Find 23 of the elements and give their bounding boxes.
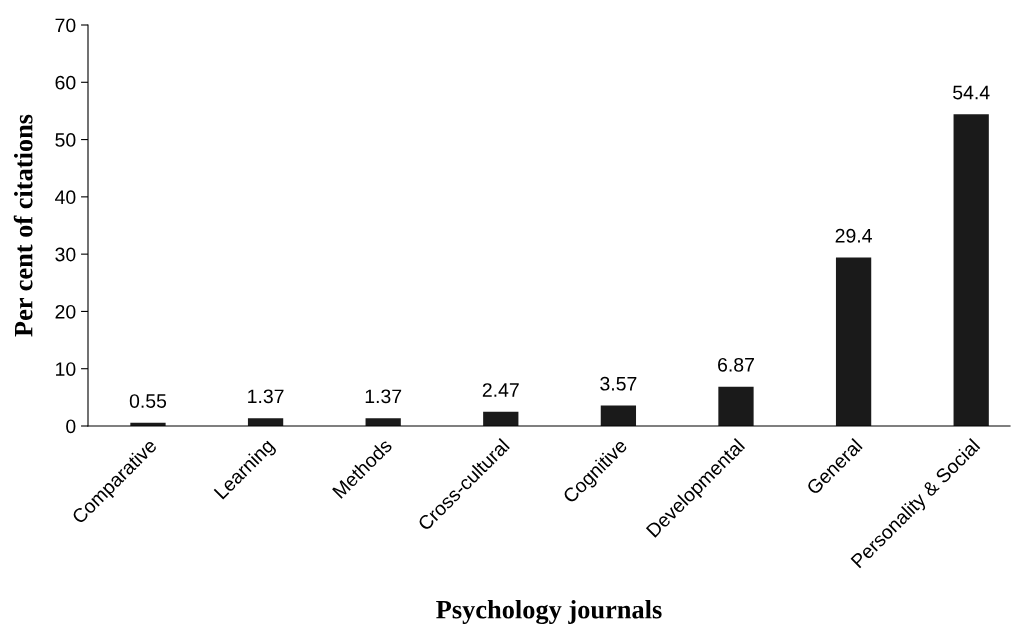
y-tick-label: 60 — [55, 75, 76, 90]
y-tick-label: 70 — [55, 18, 76, 33]
bar — [718, 386, 754, 426]
data-label: 1.37 — [365, 389, 402, 404]
bar — [953, 114, 989, 426]
bar — [835, 257, 872, 426]
y-tick-label: 0 — [66, 419, 76, 434]
bar — [600, 405, 637, 426]
data-label: 0.55 — [129, 394, 167, 408]
data-label: 1.37 — [248, 389, 284, 404]
y-tick-label: 40 — [55, 190, 76, 205]
data-label: 29.4 — [835, 228, 872, 243]
data-label: 2.47 — [482, 383, 519, 397]
data-label: 6.87 — [718, 357, 754, 372]
bar — [483, 411, 519, 426]
y-tick-label: 50 — [55, 133, 76, 147]
y-tick-label: 10 — [56, 362, 76, 376]
y-axis-title: Per cent of citations — [13, 114, 33, 337]
data-label: 3.57 — [600, 376, 637, 391]
y-tick-label: 20 — [55, 304, 76, 319]
data-label: 54.4 — [953, 85, 990, 100]
x-axis-title: Psychology journals — [436, 599, 662, 625]
y-tick-label: 30 — [55, 247, 76, 262]
